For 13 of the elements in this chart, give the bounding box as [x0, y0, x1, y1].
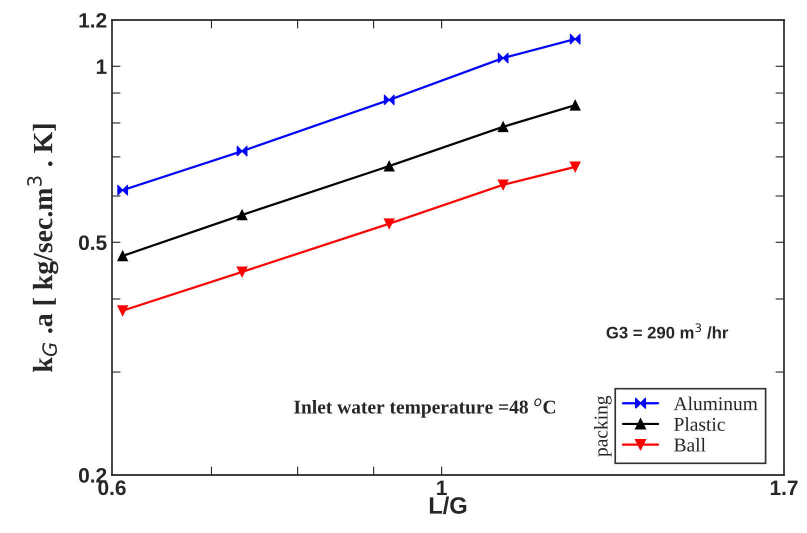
annotation: G3 = 290 m$^{3}$ /hr [606, 323, 728, 339]
annotation: Inlet water temperature =48 $^{o}$C [294, 398, 556, 418]
y-axis-title: k$_{G}$ .a [ kg/sec.m$^{3}$ . K] [27, 124, 58, 372]
legend-label: Plastic [674, 417, 725, 431]
y-tick-label: 0.5 [79, 235, 107, 250]
x-axis-title: L/G [430, 496, 466, 514]
x-tick-label: 1.7 [770, 480, 798, 495]
y-tick-label: 1.2 [79, 13, 106, 28]
x-tick-label: 1 [437, 480, 447, 495]
y-tick-label: 1 [96, 60, 107, 74]
legend-title: packing [594, 396, 612, 457]
legend-label: Aluminum [674, 396, 758, 410]
legend-label: Ball [674, 438, 706, 452]
